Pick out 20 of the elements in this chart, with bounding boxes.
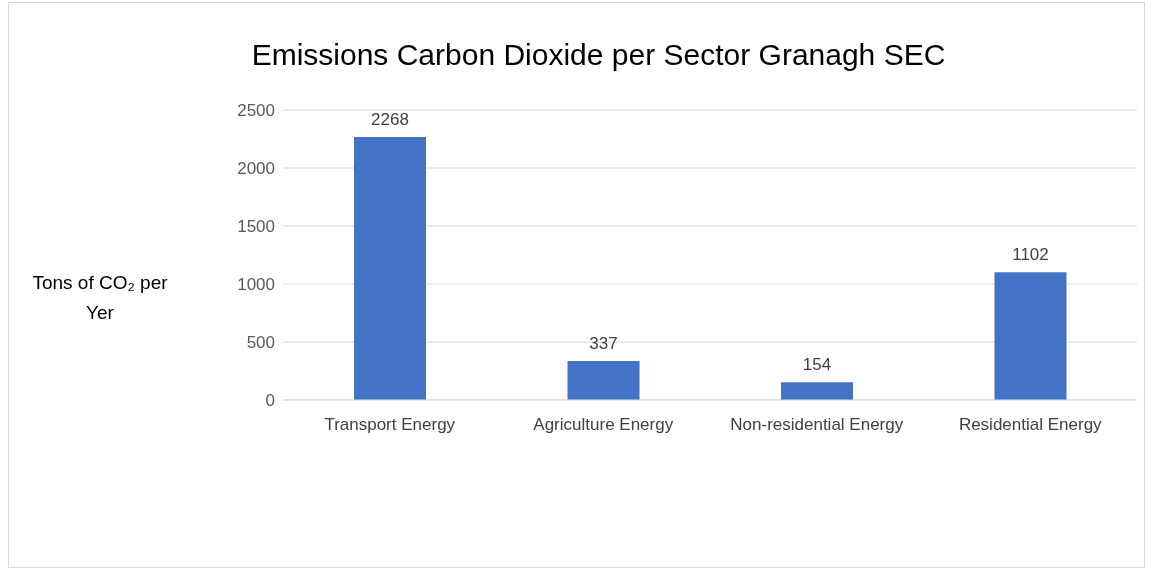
x-tick-label: Non-residential Energy <box>730 415 904 435</box>
y-tick-label: 0 <box>265 391 275 411</box>
chart-title: Emissions Carbon Dioxide per Sector Granagh SEC <box>250 38 947 72</box>
y-tick-label: 1500 <box>237 217 275 237</box>
y-axis-title: Tons of CO₂ per Yer <box>31 271 169 325</box>
y-tick-label: 500 <box>246 333 275 353</box>
y-tick-label: 1000 <box>237 275 275 295</box>
data-label: 1102 <box>1012 245 1049 265</box>
y-tick-label: 2000 <box>237 159 275 179</box>
x-tick-label: Agriculture Energy <box>533 415 674 435</box>
bar <box>354 136 426 400</box>
data-label: 154 <box>802 355 832 375</box>
x-tick-label: Residential Energy <box>958 415 1103 435</box>
bar <box>781 382 853 400</box>
bar <box>994 272 1067 400</box>
x-tick-label: Transport Energy <box>324 415 456 435</box>
y-tick-label: 2500 <box>237 101 275 121</box>
bar <box>567 360 640 400</box>
data-label: 337 <box>589 333 618 353</box>
data-label: 2268 <box>371 109 409 129</box>
